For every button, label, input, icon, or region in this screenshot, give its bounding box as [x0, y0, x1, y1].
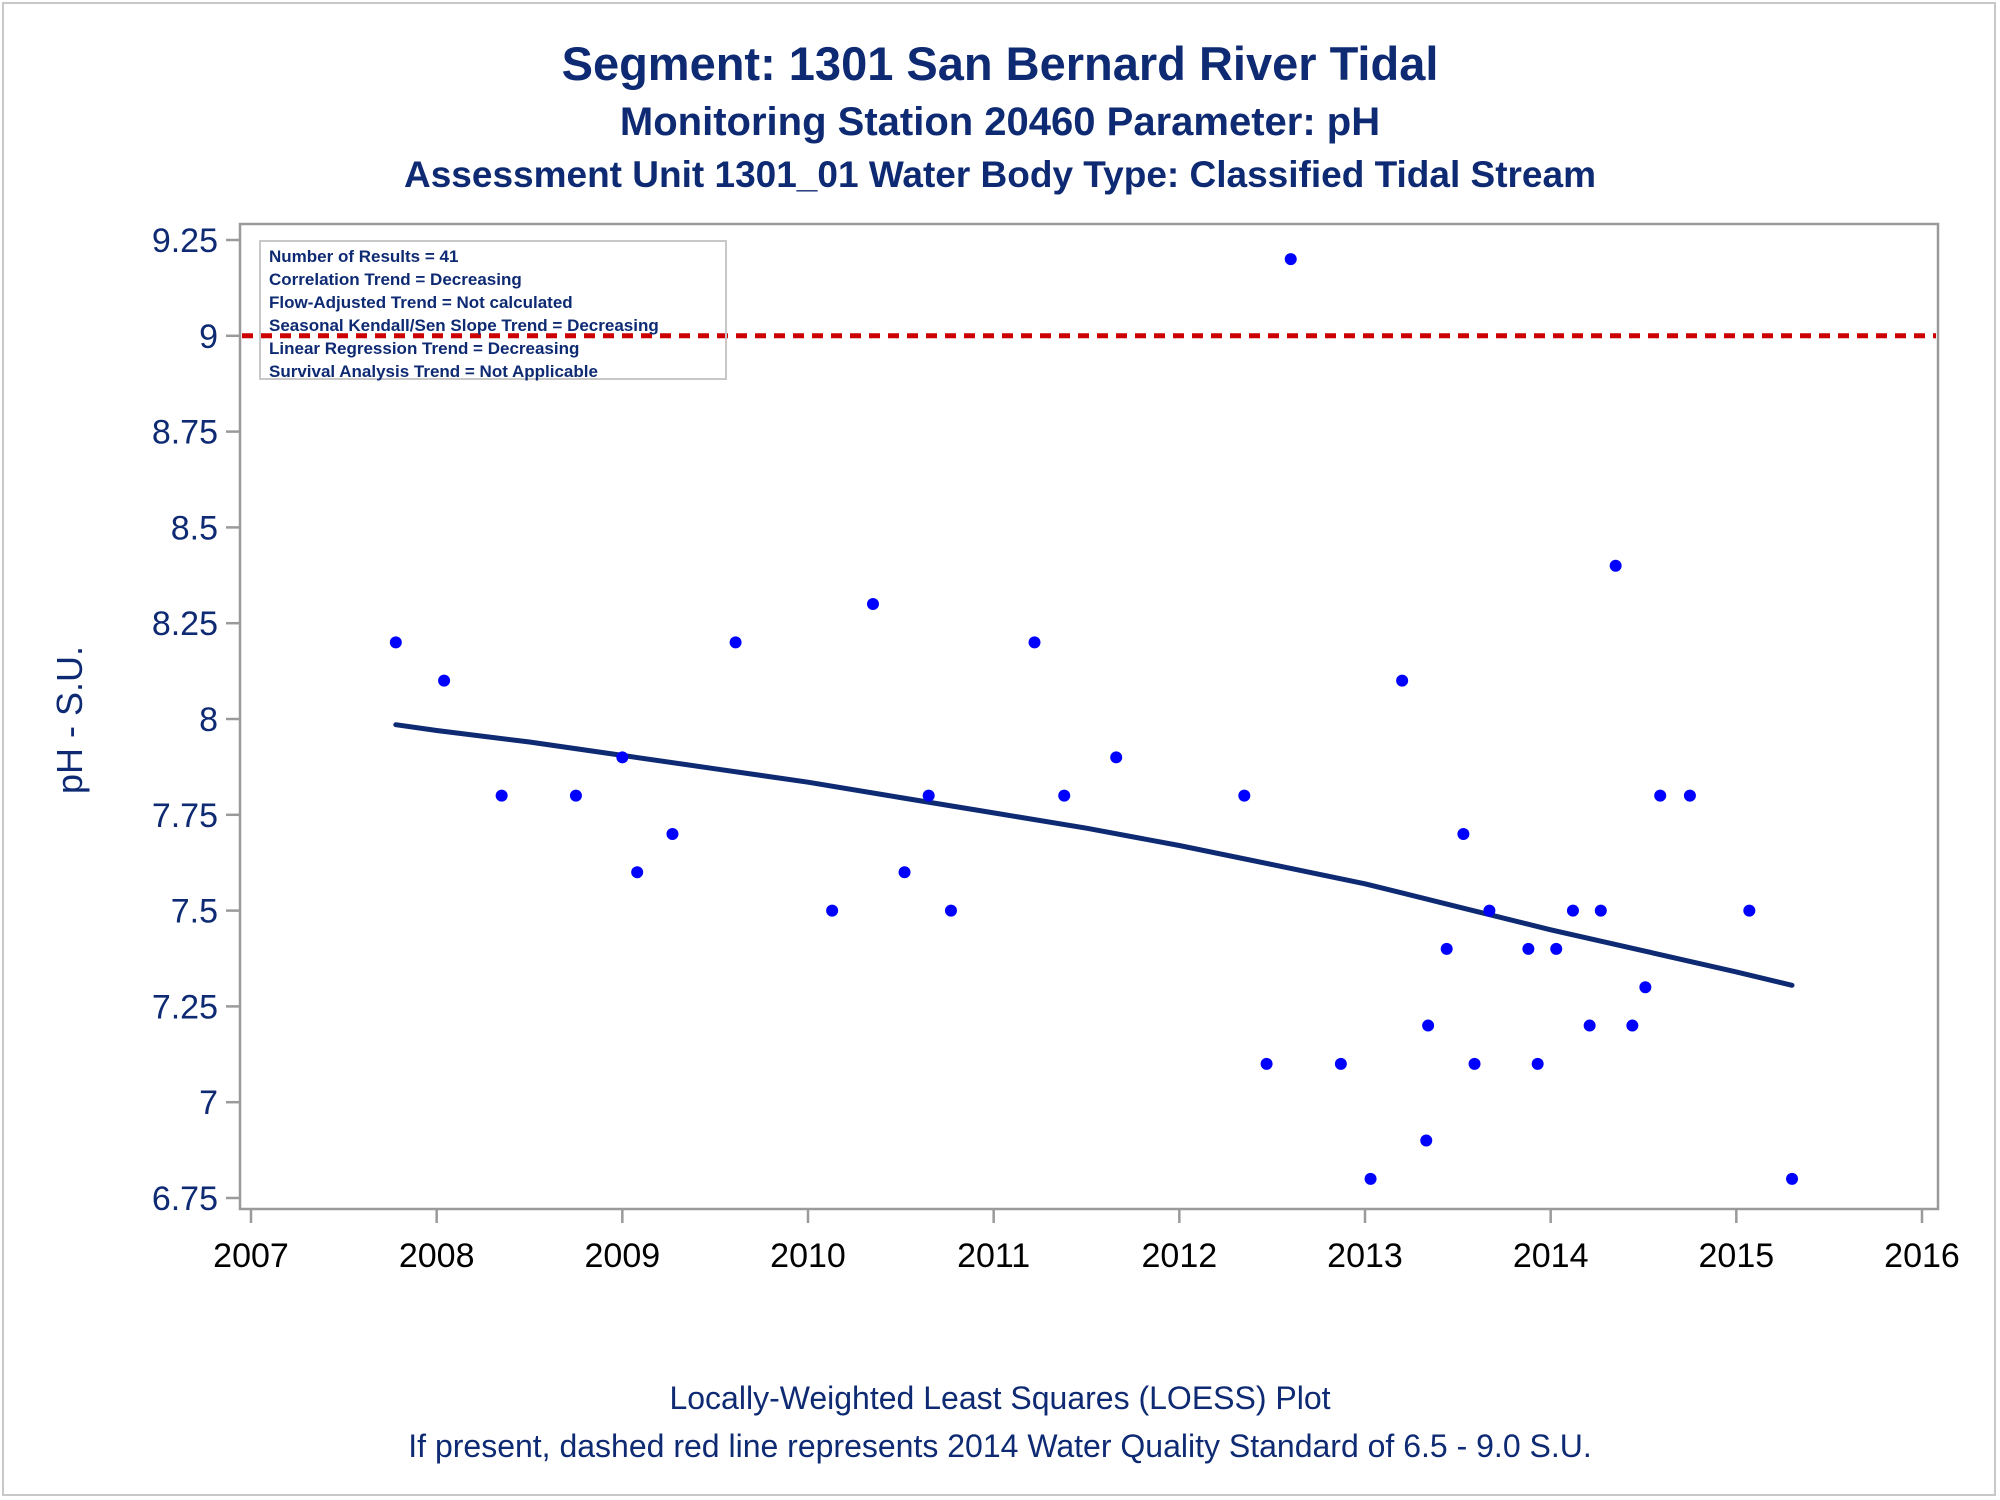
data-point [1654, 789, 1667, 802]
y-tick-label: 8 [199, 701, 218, 739]
data-point [1396, 674, 1409, 687]
x-tick-label: 2010 [770, 1237, 846, 1275]
data-point [1420, 1134, 1433, 1147]
y-tick-label: 9 [199, 318, 218, 356]
data-point [495, 789, 508, 802]
x-tick-label: 2009 [585, 1237, 661, 1275]
data-point [1483, 904, 1496, 917]
data-point [1786, 1172, 1799, 1185]
stat-flow-adjusted-trend: Flow-Adjusted Trend = Not calculated [269, 293, 573, 312]
x-tick-label: 2007 [213, 1237, 289, 1275]
chart-title: Segment: 1301 San Bernard River Tidal [561, 37, 1439, 90]
data-point [1583, 1019, 1596, 1032]
plot-area-border [238, 222, 1940, 1211]
data-point [1639, 981, 1652, 994]
data-point [1058, 789, 1071, 802]
data-point [569, 789, 582, 802]
data-point [616, 751, 629, 764]
data-point [922, 789, 935, 802]
y-tick-label: 8.75 [152, 414, 218, 452]
data-point [1110, 751, 1123, 764]
chart-subtitle: Monitoring Station 20460 Parameter: pH [619, 100, 1381, 144]
y-tick-label: 7 [199, 1084, 218, 1122]
y-tick-label: 7.5 [171, 893, 218, 931]
data-point [1609, 559, 1622, 572]
x-tick-label: 2013 [1327, 1237, 1403, 1275]
footnote-standard: If present, dashed red line represents 2… [408, 1428, 1592, 1464]
loess-line [393, 722, 1795, 988]
data-point [826, 904, 839, 917]
x-tick-label: 2008 [399, 1237, 475, 1275]
data-point [1683, 789, 1696, 802]
data-point [729, 636, 742, 649]
x-tick-label: 2014 [1513, 1237, 1589, 1275]
data-point [1522, 942, 1535, 955]
data-point [389, 636, 402, 649]
y-tick-label: 9.25 [152, 222, 218, 260]
stat-seasonal-kendall-trend: Seasonal Kendall/Sen Slope Trend = Decre… [269, 316, 659, 335]
data-point [666, 827, 679, 840]
data-point [1531, 1057, 1544, 1070]
data-point [1364, 1172, 1377, 1185]
data-point [1626, 1019, 1639, 1032]
data-point [1457, 827, 1470, 840]
data-point [1422, 1019, 1435, 1032]
footnote-loess: Locally-Weighted Least Squares (LOESS) P… [669, 1380, 1331, 1416]
x-tick-label: 2011 [957, 1237, 1030, 1275]
stat-survival-analysis-trend: Survival Analysis Trend = Not Applicable [269, 362, 598, 381]
stat-correlation-trend: Correlation Trend = Decreasing [269, 270, 522, 289]
y-tick-label: 6.75 [152, 1180, 218, 1218]
data-point [438, 674, 451, 687]
data-point [1550, 942, 1563, 955]
y-tick-label: 8.5 [171, 509, 218, 547]
x-tick-label: 2015 [1699, 1237, 1775, 1275]
x-tick-label: 2016 [1884, 1237, 1960, 1275]
data-point [1028, 636, 1041, 649]
data-point [1334, 1057, 1347, 1070]
data-point [631, 866, 644, 879]
data-point [1238, 789, 1251, 802]
y-tick-label: 8.25 [152, 605, 218, 643]
data-point [1743, 904, 1756, 917]
y-tick-label: 7.25 [152, 988, 218, 1026]
data-point [1284, 253, 1297, 266]
data-point [944, 904, 957, 917]
chart-subtitle-2: Assessment Unit 1301_01 Water Body Type:… [404, 154, 1596, 195]
stat-number-of-results: Number of Results = 41 [269, 247, 459, 266]
data-point [866, 598, 879, 611]
data-point [1468, 1057, 1481, 1070]
data-point [1260, 1057, 1273, 1070]
x-tick-label: 2012 [1142, 1237, 1218, 1275]
data-point [898, 866, 911, 879]
data-point [1594, 904, 1607, 917]
trend-stats-box: Number of Results = 41 Correlation Trend… [259, 240, 727, 381]
data-point [1440, 942, 1453, 955]
y-tick-label: 7.75 [152, 797, 218, 835]
data-point [1566, 904, 1579, 917]
stat-linear-regression-trend: Linear Regression Trend = Decreasing [269, 339, 580, 358]
